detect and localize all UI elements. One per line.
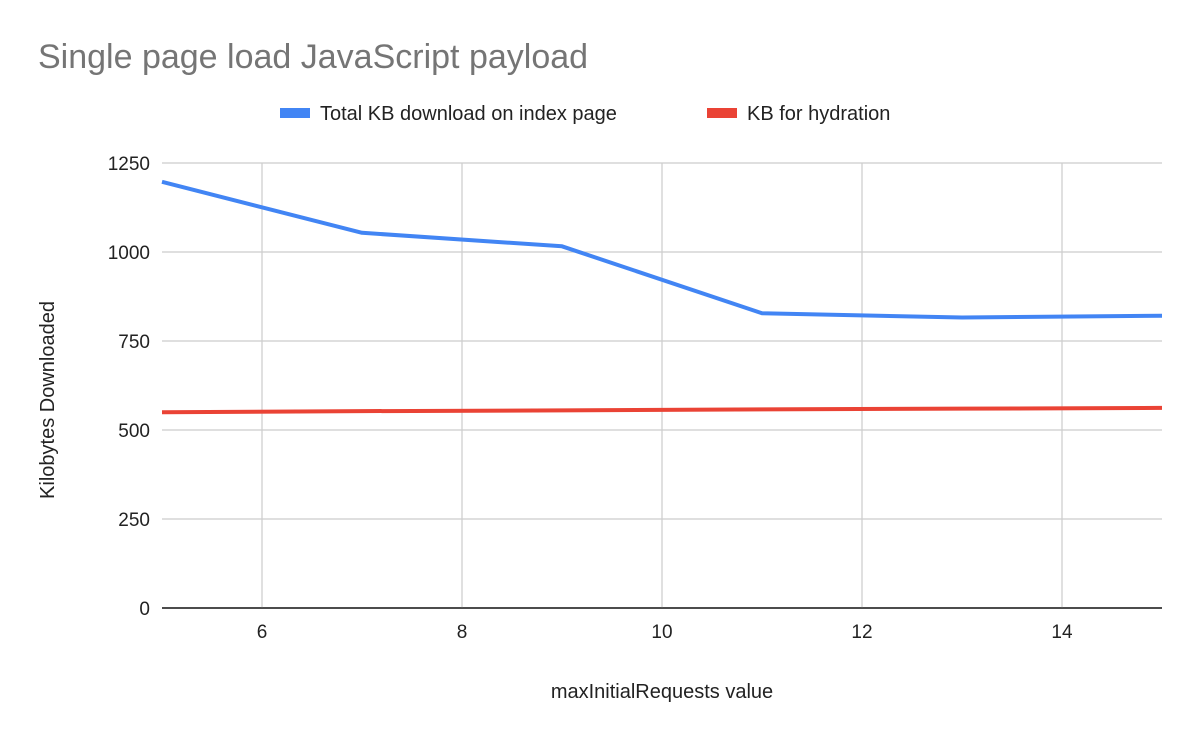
x-tick-label: 10	[651, 622, 672, 643]
x-tick-label: 12	[851, 622, 872, 643]
x-tick-label: 14	[1051, 622, 1073, 643]
x-axis-label: maxInitialRequests value	[551, 681, 773, 703]
legend-label-0: Total KB download on index page	[320, 103, 617, 125]
y-tick-label: 750	[118, 332, 150, 353]
y-tick-label: 0	[139, 599, 150, 620]
x-tick-label: 8	[457, 622, 468, 643]
series-line-0	[161, 179, 1163, 320]
series-line-1	[161, 405, 1163, 415]
tick-labels: 0 250 500 750 1000 1250 6 8 10 12 14	[108, 154, 1073, 643]
legend-swatch-1	[707, 108, 737, 118]
y-tick-label: 250	[118, 510, 150, 531]
y-axis-label: Kilobytes Downloaded	[37, 301, 59, 499]
x-tick-label: 6	[257, 622, 268, 643]
y-tick-label: 500	[118, 421, 150, 442]
y-tick-label: 1250	[108, 154, 150, 175]
grid	[162, 162, 1162, 609]
series-lines	[161, 179, 1163, 415]
chart-title: Single page load JavaScript payload	[38, 38, 588, 76]
legend-swatch-0	[280, 108, 310, 118]
y-tick-label: 1000	[108, 243, 150, 264]
legend: Total KB download on index page KB for h…	[280, 103, 890, 125]
legend-label-1: KB for hydration	[747, 103, 890, 125]
